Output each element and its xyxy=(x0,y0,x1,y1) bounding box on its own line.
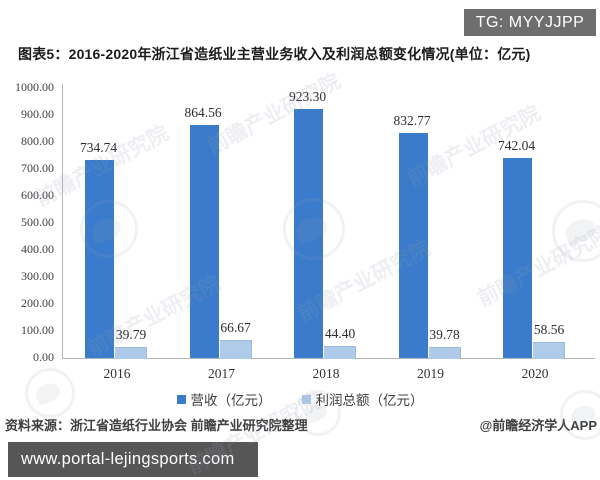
revenue-bar xyxy=(85,159,114,358)
profit-bar xyxy=(428,347,461,359)
y-axis-tick-label: 400.00 xyxy=(21,242,54,256)
y-axis-tick-label: 800.00 xyxy=(21,134,54,148)
revenue-value-label: 923.30 xyxy=(288,88,327,104)
chart-legend: 营收（亿元） 利润总额（亿元） xyxy=(0,390,600,408)
y-axis-tick-label: 500.00 xyxy=(21,215,54,229)
revenue-bar xyxy=(503,157,532,358)
revenue-bar xyxy=(398,133,428,358)
revenue-bar xyxy=(189,124,219,358)
profit-value-label: 39.79 xyxy=(115,327,147,343)
credit-text: @前瞻经济学人APP xyxy=(479,418,597,433)
y-axis-tick-label: 600.00 xyxy=(21,188,54,202)
profit-value-label: 58.56 xyxy=(533,322,565,338)
data-source-text: 资料来源：浙江省造纸行业协会 前瞻产业研究院整理 xyxy=(5,418,308,433)
x-axis-category-label: 2018 xyxy=(312,366,340,381)
revenue-value-label: 832.77 xyxy=(393,113,431,129)
revenue-value-label: 734.74 xyxy=(79,139,118,155)
x-axis-category-label: 2016 xyxy=(103,366,131,381)
y-axis-line xyxy=(62,84,63,359)
profit-bar xyxy=(115,347,147,359)
revenue-bar xyxy=(294,108,323,358)
y-axis-tick-label: 1000.00 xyxy=(15,80,54,94)
legend-item-revenue: 营收（亿元） xyxy=(176,389,272,409)
tg-badge: TG: MYYJJPP xyxy=(464,9,596,36)
legend-marker-icon xyxy=(176,394,186,404)
x-axis-category-label: 2019 xyxy=(417,366,444,381)
profit-bar xyxy=(324,346,356,359)
legend-label: 利润总额（亿元） xyxy=(315,393,424,408)
legend-marker-icon xyxy=(301,394,311,404)
chart-title: 图表5：2016-2020年浙江省造纸业主营业务收入及利润总额变化情况(单位：亿… xyxy=(18,46,531,62)
y-axis-tick-label: 900.00 xyxy=(21,107,54,121)
x-axis-category-label: 2017 xyxy=(208,366,235,381)
profit-value-label: 39.78 xyxy=(429,327,460,343)
y-axis-tick-label: 700.00 xyxy=(21,161,54,175)
x-axis-category-label: 2020 xyxy=(521,366,549,381)
profit-value-label: 66.67 xyxy=(220,319,251,335)
revenue-value-label: 864.56 xyxy=(184,104,222,120)
y-axis-tick-label: 100.00 xyxy=(21,323,54,337)
y-axis-tick-label: 0.00 xyxy=(33,350,54,364)
profit-value-label: 44.40 xyxy=(324,326,356,341)
revenue-value-label: 742.04 xyxy=(497,137,536,153)
profit-bar xyxy=(219,339,252,359)
y-axis-tick-label: 300.00 xyxy=(21,269,54,283)
footer-row: 资料来源：浙江省造纸行业协会 前瞻产业研究院整理 @前瞻经济学人APP xyxy=(0,415,600,433)
y-axis-tick-label: 200.00 xyxy=(21,296,54,310)
profit-bar xyxy=(533,342,565,359)
legend-label: 营收（亿元） xyxy=(190,393,272,408)
legend-item-profit: 利润总额（亿元） xyxy=(301,389,424,409)
website-url-text: www.portal-lejingsports.com xyxy=(21,450,235,468)
website-url-bar: www.portal-lejingsports.com xyxy=(8,442,258,477)
